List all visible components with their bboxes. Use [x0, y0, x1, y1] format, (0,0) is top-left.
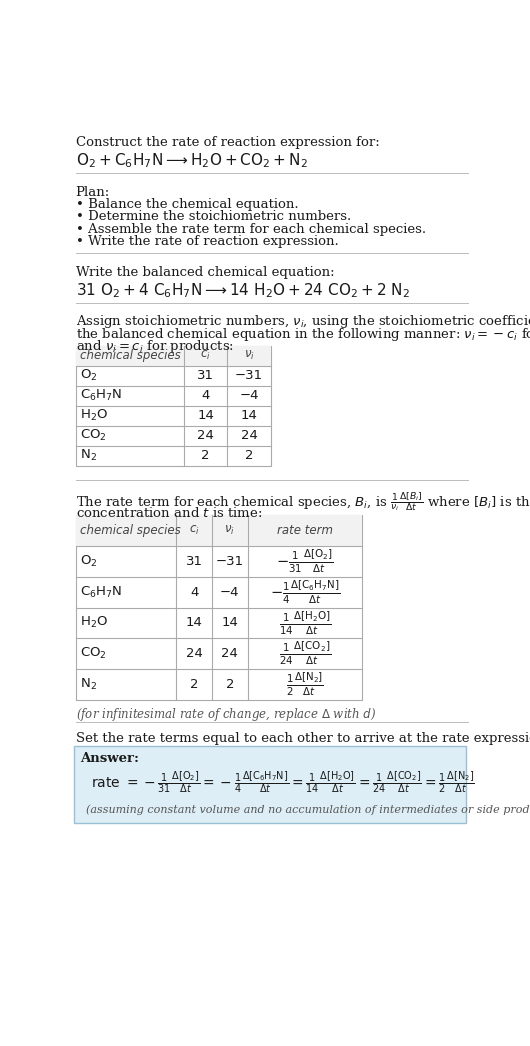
Text: −31: −31 — [216, 554, 244, 568]
Text: $-\frac{1}{4}\frac{\Delta[\mathrm{C_6H_7N}]}{\Delta t}$: $-\frac{1}{4}\frac{\Delta[\mathrm{C_6H_7… — [270, 578, 340, 606]
Text: • Assemble the rate term for each chemical species.: • Assemble the rate term for each chemic… — [76, 223, 426, 235]
Text: $\mathrm{CO_2}$: $\mathrm{CO_2}$ — [80, 428, 107, 444]
Text: chemical species: chemical species — [80, 524, 181, 537]
Text: 14: 14 — [241, 409, 258, 423]
Text: $\mathrm{O_2 + C_6H_7N \longrightarrow H_2O + CO_2 + N_2}$: $\mathrm{O_2 + C_6H_7N \longrightarrow H… — [76, 152, 307, 170]
Text: 24: 24 — [222, 647, 238, 660]
Text: $\frac{1}{24}\frac{\Delta[\mathrm{CO_2}]}{\Delta t}$: $\frac{1}{24}\frac{\Delta[\mathrm{CO_2}]… — [279, 640, 331, 667]
Text: Set the rate terms equal to each other to arrive at the rate expression:: Set the rate terms equal to each other t… — [76, 732, 530, 746]
Text: $\frac{1}{14}\frac{\Delta[\mathrm{H_2O}]}{\Delta t}$: $\frac{1}{14}\frac{\Delta[\mathrm{H_2O}]… — [279, 609, 331, 637]
Text: 24: 24 — [241, 429, 258, 442]
Text: $\mathrm{N_2}$: $\mathrm{N_2}$ — [80, 677, 97, 692]
Text: 24: 24 — [186, 647, 202, 660]
Text: 4: 4 — [201, 389, 210, 403]
Text: chemical species: chemical species — [80, 349, 181, 362]
Text: $\nu_i$: $\nu_i$ — [224, 524, 235, 537]
Text: 14: 14 — [197, 409, 214, 423]
Text: The rate term for each chemical species, $B_i$, is $\frac{1}{\nu_i}\frac{\Delta[: The rate term for each chemical species,… — [76, 491, 530, 514]
Text: $\mathrm{H_2O}$: $\mathrm{H_2O}$ — [80, 408, 108, 424]
Text: 14: 14 — [186, 616, 202, 630]
Text: Assign stoichiometric numbers, $\nu_i$, using the stoichiometric coefficients, $: Assign stoichiometric numbers, $\nu_i$, … — [76, 314, 530, 331]
Text: (for infinitesimal rate of change, replace $\Delta$ with $d$): (for infinitesimal rate of change, repla… — [76, 706, 376, 723]
Text: • Write the rate of reaction expression.: • Write the rate of reaction expression. — [76, 235, 338, 248]
FancyBboxPatch shape — [76, 346, 271, 366]
Text: 2: 2 — [190, 678, 198, 691]
Text: $\mathrm{C_6H_7N}$: $\mathrm{C_6H_7N}$ — [80, 585, 122, 599]
FancyBboxPatch shape — [74, 746, 466, 823]
Text: Write the balanced chemical equation:: Write the balanced chemical equation: — [76, 266, 334, 278]
Text: $\mathrm{CO_2}$: $\mathrm{CO_2}$ — [80, 646, 107, 661]
Text: −31: −31 — [235, 369, 263, 382]
Text: • Determine the stoichiometric numbers.: • Determine the stoichiometric numbers. — [76, 210, 351, 223]
Text: −4: −4 — [240, 389, 259, 403]
Text: 2: 2 — [201, 450, 210, 462]
Text: $\frac{1}{2}\frac{\Delta[\mathrm{N_2}]}{\Delta t}$: $\frac{1}{2}\frac{\Delta[\mathrm{N_2}]}{… — [286, 670, 324, 699]
FancyBboxPatch shape — [76, 515, 363, 700]
Text: $\mathrm{C_6H_7N}$: $\mathrm{C_6H_7N}$ — [80, 388, 122, 404]
Text: 14: 14 — [222, 616, 238, 630]
Text: 31: 31 — [186, 554, 202, 568]
Text: 2: 2 — [245, 450, 253, 462]
Text: 31: 31 — [197, 369, 214, 382]
Text: $\nu_i$: $\nu_i$ — [244, 349, 254, 362]
Text: $\mathrm{N_2}$: $\mathrm{N_2}$ — [80, 449, 97, 463]
Text: (assuming constant volume and no accumulation of intermediates or side products): (assuming constant volume and no accumul… — [86, 804, 530, 815]
Text: 4: 4 — [190, 586, 198, 598]
FancyBboxPatch shape — [76, 515, 363, 546]
Text: rate $= -\frac{1}{31}\frac{\Delta[\mathrm{O_2}]}{\Delta t}= -\frac{1}{4}\frac{\D: rate $= -\frac{1}{31}\frac{\Delta[\mathr… — [91, 769, 475, 795]
Text: $\mathrm{O_2}$: $\mathrm{O_2}$ — [80, 553, 98, 569]
Text: $\mathrm{O_2}$: $\mathrm{O_2}$ — [80, 368, 98, 383]
Text: $\mathrm{31\ O_2 + 4\ C_6H_7N \longrightarrow 14\ H_2O + 24\ CO_2 + 2\ N_2}$: $\mathrm{31\ O_2 + 4\ C_6H_7N \longright… — [76, 281, 410, 300]
Text: 24: 24 — [197, 429, 214, 442]
Text: rate term: rate term — [277, 524, 333, 537]
Text: $\mathrm{H_2O}$: $\mathrm{H_2O}$ — [80, 615, 108, 631]
Text: $-\frac{1}{31}\frac{\Delta[\mathrm{O_2}]}{\Delta t}$: $-\frac{1}{31}\frac{\Delta[\mathrm{O_2}]… — [276, 548, 333, 575]
Text: Construct the rate of reaction expression for:: Construct the rate of reaction expressio… — [76, 136, 379, 150]
Text: Plan:: Plan: — [76, 185, 110, 199]
Text: Answer:: Answer: — [80, 752, 139, 766]
Text: $c_i$: $c_i$ — [200, 349, 211, 362]
Text: concentration and $t$ is time:: concentration and $t$ is time: — [76, 506, 262, 520]
FancyBboxPatch shape — [76, 346, 271, 465]
Text: the balanced chemical equation in the following manner: $\nu_i = -c_i$ for react: the balanced chemical equation in the fo… — [76, 325, 530, 343]
Text: $c_i$: $c_i$ — [189, 524, 199, 537]
Text: and $\nu_i = c_i$ for products:: and $\nu_i = c_i$ for products: — [76, 338, 234, 355]
Text: −4: −4 — [220, 586, 240, 598]
Text: 2: 2 — [226, 678, 234, 691]
Text: • Balance the chemical equation.: • Balance the chemical equation. — [76, 198, 298, 211]
